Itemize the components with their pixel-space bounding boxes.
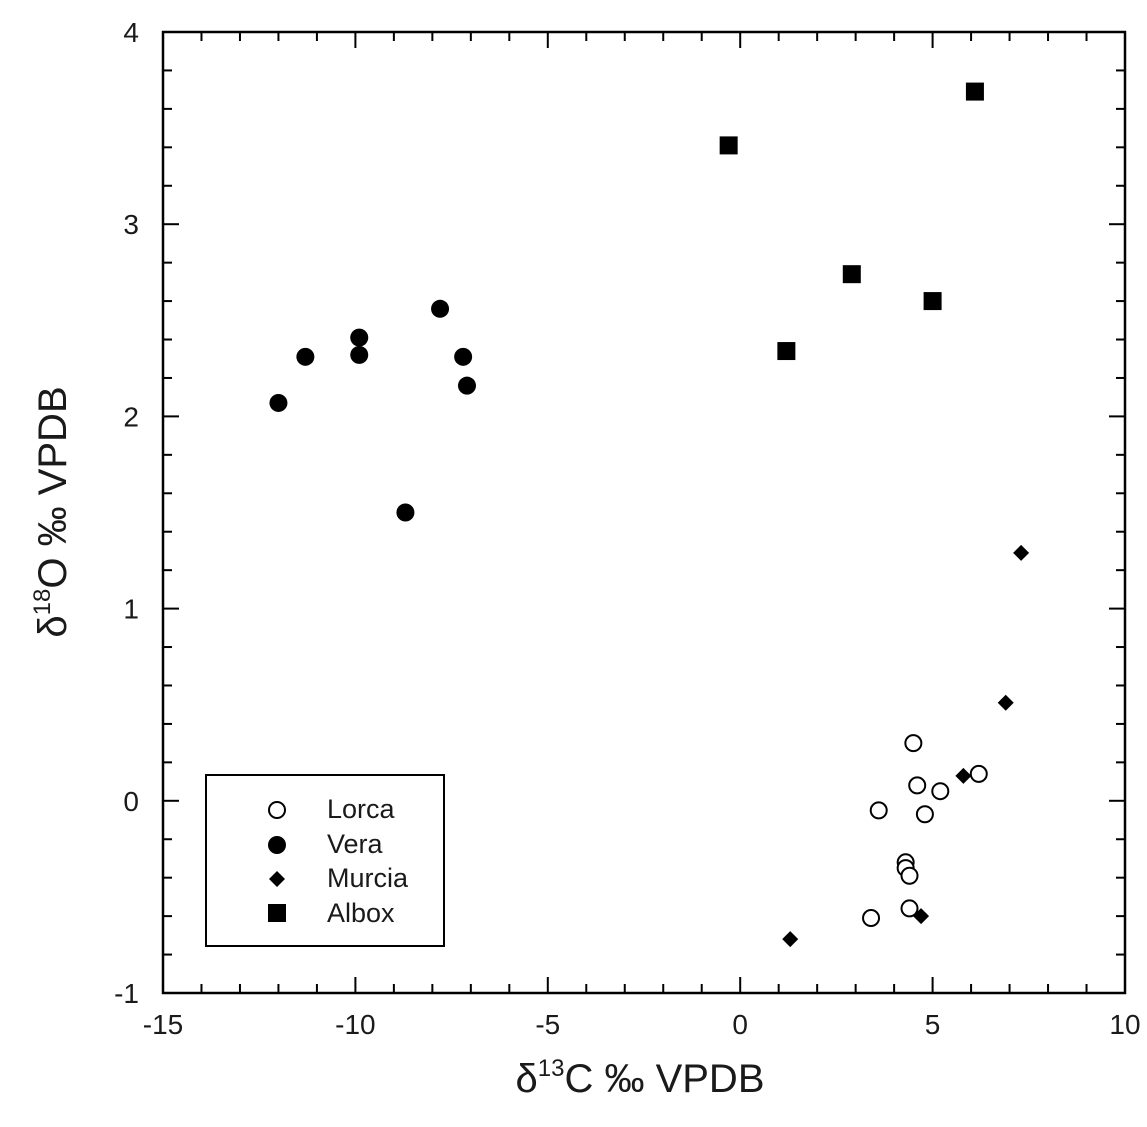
x-axis-title: δ13C ‰ VPDB bbox=[515, 1055, 764, 1101]
legend-label-lorca: Lorca bbox=[327, 794, 396, 824]
legend-marker-lorca bbox=[268, 801, 286, 819]
point-lorca bbox=[900, 899, 919, 918]
x-tick-label: -10 bbox=[335, 1009, 375, 1040]
point-murcia bbox=[913, 908, 930, 925]
y-axis-title-suffix: O ‰ VPDB bbox=[31, 386, 75, 588]
point-vera bbox=[269, 393, 288, 412]
point-murcia bbox=[955, 767, 972, 784]
legend-box bbox=[205, 774, 445, 947]
point-vera bbox=[296, 347, 315, 366]
data-points bbox=[269, 82, 1030, 948]
point-vera bbox=[457, 376, 476, 395]
legend-markers bbox=[268, 801, 286, 922]
point-albox bbox=[719, 136, 738, 155]
y-tick-label: 0 bbox=[123, 786, 139, 817]
legend-marker-albox bbox=[268, 904, 286, 922]
point-murcia bbox=[997, 694, 1014, 711]
plot-frame bbox=[161, 30, 1127, 995]
point-lorca bbox=[931, 782, 950, 801]
point-lorca bbox=[869, 801, 888, 820]
axis-ticks bbox=[162, 31, 1126, 994]
point-lorca bbox=[969, 764, 988, 783]
point-murcia bbox=[1013, 544, 1030, 561]
point-vera bbox=[350, 328, 369, 347]
point-lorca bbox=[904, 734, 923, 753]
point-lorca bbox=[862, 909, 881, 928]
x-axis-title-sup: 13 bbox=[538, 1055, 565, 1082]
y-axis-title-prefix: δ bbox=[31, 615, 75, 637]
legend-label-murcia: Murcia bbox=[327, 863, 409, 893]
point-albox bbox=[777, 342, 796, 361]
point-albox bbox=[923, 292, 942, 311]
legend-label-vera: Vera bbox=[327, 829, 384, 859]
legend-label-albox: Albox bbox=[327, 898, 395, 928]
x-tick-label: 10 bbox=[1109, 1009, 1140, 1040]
point-murcia bbox=[782, 931, 799, 948]
point-vera bbox=[350, 345, 369, 364]
x-tick-label: -15 bbox=[143, 1009, 183, 1040]
point-lorca bbox=[900, 866, 919, 885]
y-tick-label: 4 bbox=[123, 17, 139, 48]
x-axis-title-prefix: δ bbox=[515, 1057, 537, 1101]
point-vera bbox=[396, 503, 415, 522]
x-axis-title-suffix: C ‰ VPDB bbox=[564, 1057, 764, 1101]
x-tick-label: -5 bbox=[535, 1009, 560, 1040]
legend-marker-vera bbox=[268, 836, 286, 854]
point-lorca bbox=[908, 776, 927, 795]
point-vera bbox=[454, 347, 473, 366]
point-vera bbox=[431, 299, 450, 318]
y-tick-label: 2 bbox=[123, 401, 139, 432]
y-tick-label: 3 bbox=[123, 209, 139, 240]
y-axis-title-sup: 18 bbox=[29, 589, 56, 616]
x-tick-label: 0 bbox=[732, 1009, 748, 1040]
point-albox bbox=[842, 265, 861, 284]
y-tick-label: -1 bbox=[114, 978, 139, 1009]
legend-marker-murcia bbox=[269, 871, 285, 887]
legend: Lorca Vera Murcia Albox bbox=[205, 774, 445, 947]
y-tick-label: 1 bbox=[123, 594, 139, 625]
y-axis-title: δ18O ‰ VPDB bbox=[29, 386, 75, 637]
point-albox bbox=[965, 82, 984, 101]
point-lorca bbox=[915, 805, 934, 824]
x-tick-label: 5 bbox=[925, 1009, 941, 1040]
